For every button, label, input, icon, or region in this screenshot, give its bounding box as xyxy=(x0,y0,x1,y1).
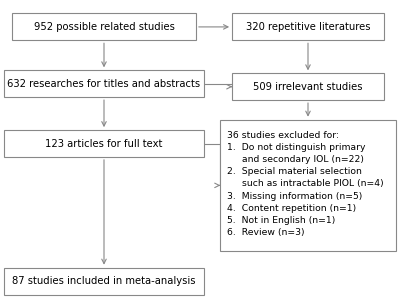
Text: 87 studies included in meta-analysis: 87 studies included in meta-analysis xyxy=(12,276,196,286)
Text: 632 researches for titles and abstracts: 632 researches for titles and abstracts xyxy=(8,79,200,89)
Text: 320 repetitive literatures: 320 repetitive literatures xyxy=(246,22,370,32)
Text: 509 irrelevant studies: 509 irrelevant studies xyxy=(253,82,363,92)
FancyBboxPatch shape xyxy=(4,130,204,157)
FancyBboxPatch shape xyxy=(232,13,384,40)
FancyBboxPatch shape xyxy=(220,120,396,251)
Text: 36 studies excluded for:
1.  Do not distinguish primary
     and secondary IOL (: 36 studies excluded for: 1. Do not disti… xyxy=(227,131,384,237)
FancyBboxPatch shape xyxy=(12,13,196,40)
FancyBboxPatch shape xyxy=(4,70,204,97)
Text: 952 possible related studies: 952 possible related studies xyxy=(34,22,174,32)
FancyBboxPatch shape xyxy=(4,268,204,295)
Text: 123 articles for full text: 123 articles for full text xyxy=(45,138,163,149)
FancyBboxPatch shape xyxy=(232,73,384,100)
